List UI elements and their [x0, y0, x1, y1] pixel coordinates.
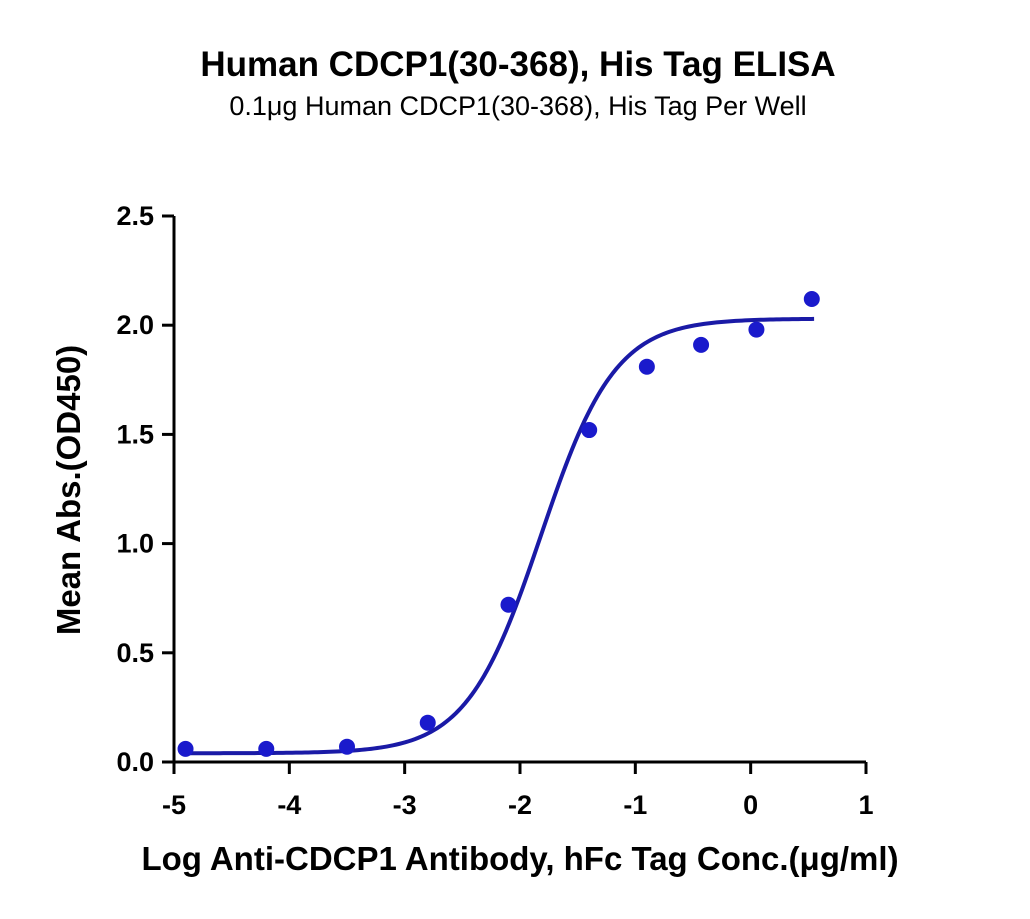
data-point: [419, 714, 436, 731]
y-tick-label: 2.0: [116, 310, 154, 340]
y-axis-label: Mean Abs.(OD450): [50, 345, 87, 635]
data-point: [803, 290, 820, 307]
x-tick-label: -1: [623, 790, 647, 820]
axes: [172, 216, 866, 764]
data-point: [693, 336, 710, 353]
data-point: [258, 740, 275, 757]
y-tick-label: 1.0: [116, 529, 154, 559]
x-tick-label: -5: [162, 790, 186, 820]
data-point: [500, 596, 517, 613]
x-tick-label: -4: [277, 790, 301, 820]
chart-subtitle: 0.1μg Human CDCP1(30-368), His Tag Per W…: [229, 91, 806, 121]
x-tick-label: -2: [508, 790, 532, 820]
y-tick-label: 1.5: [116, 419, 154, 449]
data-points: [177, 290, 820, 757]
data-point: [638, 358, 655, 375]
y-ticks: 0.0 0.5 1.0 1.5 2.0 2.5: [116, 201, 174, 777]
chart-title: Human CDCP1(30-368), His Tag ELISA: [200, 45, 835, 84]
x-ticks: -5 -4 -3 -2 -1 0 1: [162, 762, 874, 820]
x-tick-label: -3: [393, 790, 417, 820]
x-axis-label: Log Anti-CDCP1 Antibody, hFc Tag Conc.(μ…: [141, 840, 898, 877]
fit-curve: [185, 316, 815, 756]
x-tick-label: 0: [743, 790, 758, 820]
data-point: [581, 422, 598, 439]
data-point: [748, 321, 765, 338]
y-tick-label: 0.0: [116, 747, 154, 777]
y-tick-label: 2.5: [116, 201, 154, 231]
data-point: [339, 738, 355, 755]
y-tick-label: 0.5: [116, 638, 154, 668]
x-tick-label: 1: [858, 790, 873, 820]
data-point: [177, 740, 194, 757]
